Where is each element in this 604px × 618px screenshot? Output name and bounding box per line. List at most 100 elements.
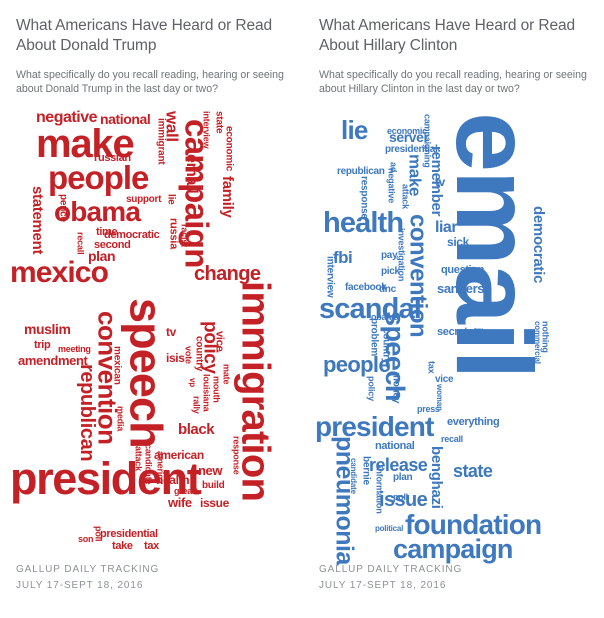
- wordcloud-word: woman: [434, 384, 444, 411]
- wordcloud-word: build: [202, 480, 225, 491]
- wordcloud-word: republican: [76, 364, 99, 462]
- wordcloud-word: campaign: [393, 534, 513, 564]
- wordcloud-word: obama: [54, 196, 141, 227]
- wordcloud-word: louisiana: [201, 374, 212, 412]
- wordcloud-word: nothing: [540, 321, 551, 353]
- wordcloud-word: health: [323, 207, 404, 239]
- wordcloud-word: black: [178, 421, 215, 438]
- wordcloud-word: lie: [341, 115, 368, 145]
- wordcloud-word: pence: [57, 194, 69, 222]
- wordcloud-word: trip: [34, 339, 51, 351]
- wordcloud-word: statement: [28, 186, 46, 255]
- wordcloud-word: people: [323, 352, 391, 377]
- wordcloud-word: sanders: [437, 281, 485, 296]
- wordcloud-word: time: [96, 226, 118, 238]
- wordcloud-word: health: [156, 473, 190, 487]
- wordcloud-word: plan: [88, 248, 116, 264]
- wordcloud-word: bernie: [360, 456, 372, 485]
- wordcloud-word: job: [474, 328, 485, 341]
- wordcloud-word: problem: [368, 318, 380, 357]
- wordcloud-word: server: [389, 129, 429, 145]
- wordcloud-word: ad: [388, 162, 399, 173]
- wordcloud-word: democratic: [529, 206, 547, 284]
- wordcloud-word: state: [453, 461, 493, 481]
- wordcloud-word: dnc: [379, 284, 396, 295]
- wordcloud-word: country: [193, 336, 205, 372]
- question-text-clinton: What specifically do you recall reading,…: [319, 69, 587, 95]
- wordcloud-word: vp: [187, 378, 197, 388]
- wordcloud-word: political: [375, 524, 404, 533]
- wordcloud-word: commercial: [532, 321, 542, 364]
- wordcloud-word: foundation: [405, 509, 542, 540]
- wordcloud-word: mouth: [211, 376, 222, 403]
- wordcloud-word: convention: [404, 214, 432, 338]
- wordcloud-word: release: [369, 455, 428, 475]
- wordcloud-word: tax: [144, 540, 159, 552]
- page-title-clinton: What Americans Have Heard or Read About …: [319, 17, 576, 54]
- wordcloud-word: america: [155, 451, 166, 484]
- wordcloud-word: press: [417, 404, 440, 414]
- wordcloud-word: email: [433, 112, 555, 378]
- wordcloud-word: make: [405, 154, 425, 197]
- wordcloud-word: benghazi: [427, 446, 445, 509]
- wordcloud-word: email: [182, 154, 200, 194]
- panel-trump: What Americans Have Heard or Read About …: [10, 17, 286, 591]
- wordcloud-word: attack: [400, 184, 411, 209]
- wordcloud-word: scandal: [319, 293, 422, 325]
- wordcloud-word: sick: [447, 235, 469, 249]
- wordcloud-word: mate: [467, 216, 487, 226]
- wordcloud-word: campaign: [178, 119, 216, 268]
- wordcloud-word: pick: [381, 266, 400, 277]
- wordcloud-word: poll: [93, 526, 104, 542]
- wordcloud-word: wife: [168, 495, 192, 510]
- wordcloud-word: russian: [94, 152, 131, 164]
- wordcloud-word: remember: [427, 146, 445, 217]
- wordcloud-word: isis: [166, 351, 185, 365]
- wordcloud-word: speech: [120, 298, 172, 448]
- wordcloud-word: tv: [166, 325, 176, 339]
- wordcloud-word: convention: [92, 311, 123, 445]
- wordcloud-word: vice: [213, 331, 226, 352]
- wordcloud-word: question: [441, 264, 485, 276]
- wordcloud-word: issue: [200, 496, 229, 510]
- wordcloud-word: racist: [179, 224, 190, 247]
- wordcloud-word: obama: [371, 312, 399, 322]
- wordcloud-word: muslim: [24, 321, 71, 337]
- wordcloud-word: response: [231, 436, 242, 475]
- wordcloud-word: republican: [337, 166, 385, 177]
- wordcloud-word: poll: [393, 492, 408, 502]
- wordcloud-word: great: [174, 486, 195, 496]
- wordcloud-word: policy: [199, 321, 221, 374]
- wordcloud-word: democratic: [104, 229, 160, 241]
- wordcloud-word: information: [374, 466, 385, 514]
- wordcloud-word: immigrant: [155, 118, 167, 165]
- wordcloud-word: everything: [447, 416, 500, 428]
- wordcloud-word: pay: [381, 250, 398, 261]
- wordcloud-word: candidate: [348, 458, 358, 494]
- wordcloud-word: response: [358, 176, 370, 219]
- wordcloud-word: fbi: [333, 248, 353, 267]
- wordcloud-word: vote: [183, 346, 194, 364]
- wordcloud-word: change: [194, 263, 261, 285]
- wordcloud-word: candidate: [143, 444, 154, 485]
- wordcloud-word: money: [390, 372, 402, 404]
- wordcloud-word: president: [10, 453, 202, 504]
- panel-clinton: What Americans Have Heard or Read About …: [302, 0, 604, 618]
- wordcloud-word: new: [198, 463, 223, 478]
- wordcloud-word: meeting: [58, 344, 91, 354]
- wordcloud-word: lie: [165, 194, 177, 205]
- wordcloud-word: presidential: [100, 528, 158, 540]
- wordcloud-word: attack: [133, 446, 144, 471]
- wordcloud-trump: president speech immigration make campaign pe…: [10, 106, 286, 551]
- wordcloud-word: negative: [36, 109, 98, 126]
- wordcloud-word: campaigning: [422, 114, 433, 168]
- wordcloud-word: speech: [380, 311, 411, 401]
- wordcloud-word: second: [94, 239, 131, 251]
- wordcloud-word: policy: [366, 376, 377, 401]
- wordcloud-word: people: [48, 159, 149, 196]
- wordcloud-word: son: [78, 534, 94, 544]
- wordcloud-word: secretary: [437, 326, 483, 338]
- wordcloud-word: negative: [386, 168, 397, 204]
- wordcloud-word: facebook: [345, 282, 387, 293]
